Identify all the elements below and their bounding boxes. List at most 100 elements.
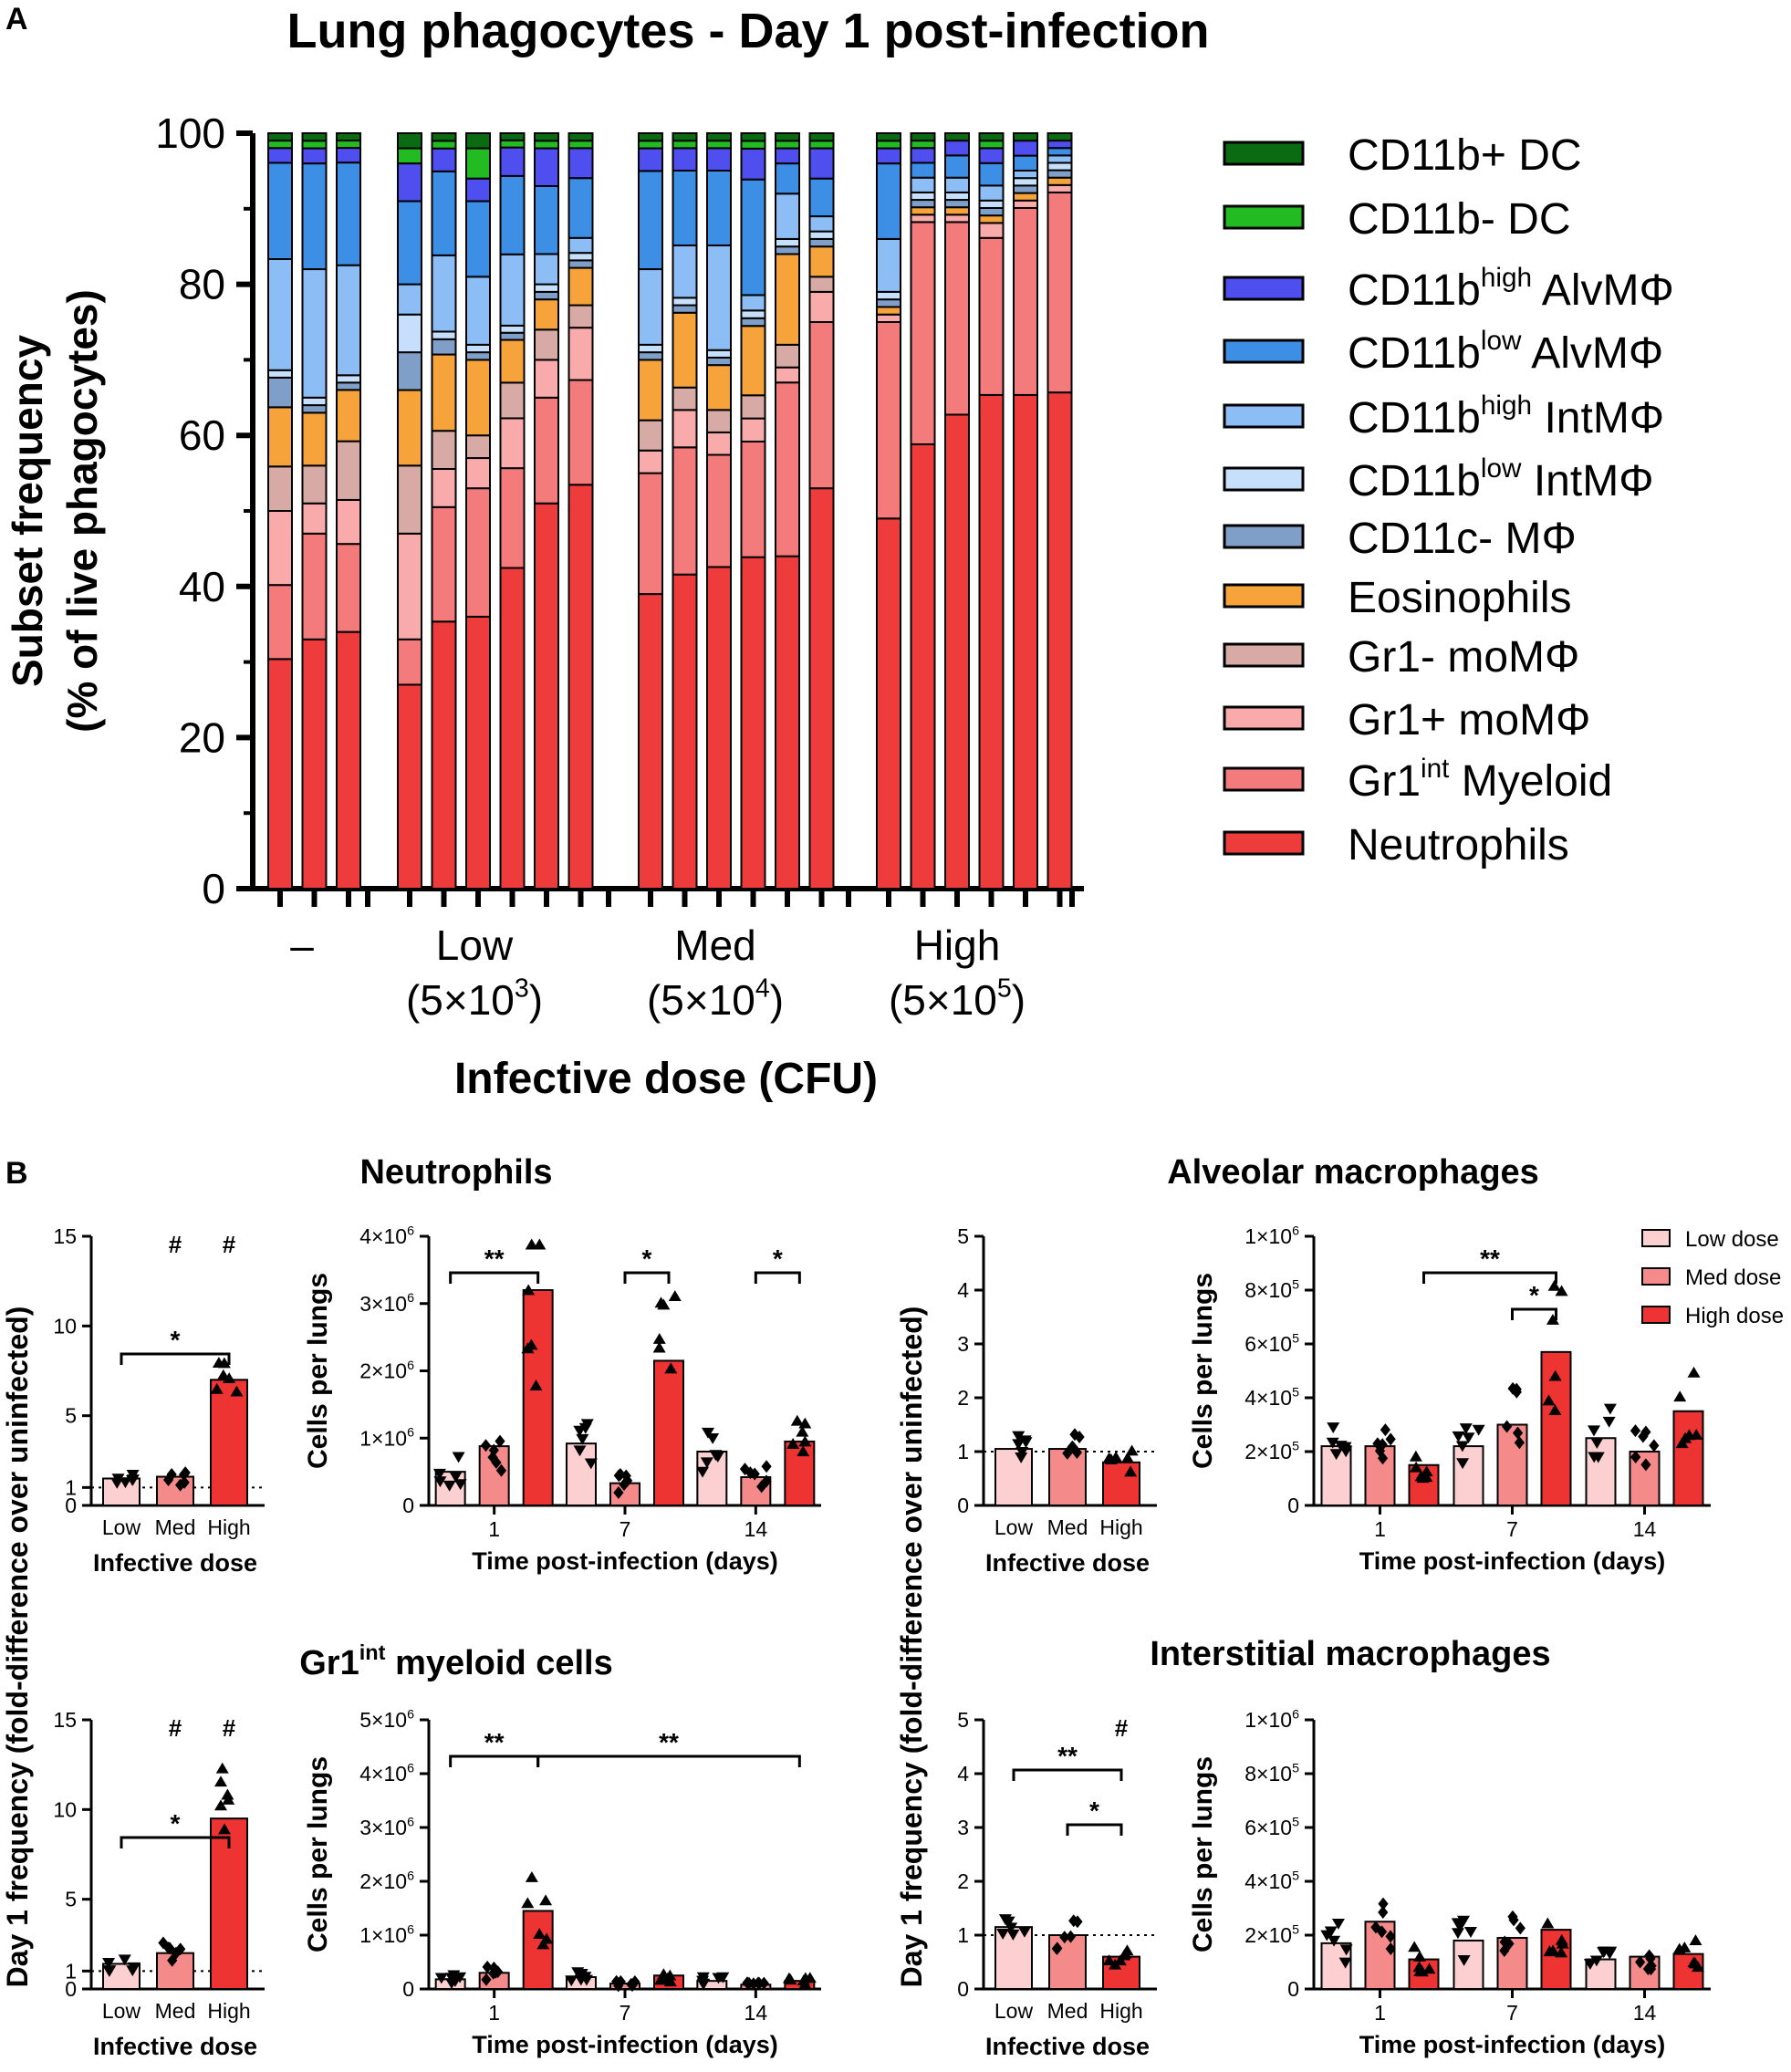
bar-segment: [336, 440, 361, 501]
data-point: [1511, 1385, 1522, 1399]
significance-bracket: [449, 1271, 540, 1284]
data-point: [126, 1470, 140, 1481]
text-superscript: 5: [1292, 1761, 1299, 1775]
data-point: [1059, 1931, 1070, 1944]
x-axis-title: Time post-infection (days): [472, 2031, 778, 2058]
bar-segment: [567, 177, 594, 239]
data-point: [803, 1972, 817, 1983]
bar-segment: [534, 147, 559, 187]
text-base: 1×10: [1244, 1224, 1292, 1248]
legend-swatch: [1223, 466, 1305, 492]
bar-segment: [499, 331, 526, 341]
text-base: 3×10: [359, 1292, 407, 1316]
data-point: [702, 1427, 715, 1439]
text-base: 2×10: [359, 1869, 407, 1893]
text-base: CD11b: [1348, 329, 1481, 378]
text-base: (5×10: [406, 976, 515, 1024]
legend-label: CD11b- DC: [1348, 195, 1571, 244]
data-point: [1588, 1452, 1601, 1463]
data-point: [1372, 1437, 1383, 1451]
stacked-bar: [336, 132, 361, 890]
bar-segment: [638, 419, 663, 452]
bar-segment: [465, 147, 491, 180]
bar-segment: [567, 266, 594, 307]
data-point: [495, 1463, 507, 1477]
x-group-label: –: [290, 921, 314, 969]
y-tick-label: 1: [957, 1923, 969, 1947]
text-superscript: 6: [407, 1707, 414, 1722]
y-tick-label: 0: [65, 1977, 77, 2001]
legend-swatch: [1223, 276, 1305, 301]
bar-segment: [876, 290, 901, 301]
x-tick-label: 14: [745, 1517, 768, 1541]
bar-segment: [775, 366, 800, 384]
panel-a-xlabel: Infective dose (CFU): [454, 1055, 878, 1103]
data-point: [1603, 1948, 1617, 1960]
significance-label: **: [1057, 1742, 1078, 1770]
y-tick-label: 0: [202, 865, 225, 912]
bar-segment: [1046, 191, 1073, 394]
data-point: [1380, 1423, 1390, 1437]
text-base: Alveolar macrophages: [1167, 1153, 1539, 1192]
bar-segment: [706, 364, 732, 411]
bar-segment: [397, 132, 422, 150]
data-point: [709, 1450, 723, 1462]
x-tick-label: 1: [488, 1517, 500, 1541]
data-point: [630, 1974, 640, 1988]
text-base: 8×10: [1244, 1762, 1292, 1786]
data-point: [1109, 1958, 1122, 1970]
y-tick-label: 5×106: [359, 1707, 414, 1732]
bar-segment: [740, 309, 766, 319]
text-superscript: int: [1421, 754, 1450, 784]
bar-segment: [499, 139, 526, 149]
data-point: [482, 1960, 493, 1973]
x-axis-title: Infective dose: [93, 2033, 257, 2060]
bar-segment: [672, 573, 698, 890]
data-point: [1630, 1450, 1641, 1463]
data-point: [449, 1472, 463, 1484]
hash-marker: #: [1115, 1714, 1129, 1742]
legend-swatch: [1223, 403, 1305, 429]
bar-segment: [876, 298, 901, 308]
bar-segment: [706, 147, 732, 172]
data-point: [1067, 1440, 1078, 1453]
data-point: [1324, 1926, 1338, 1938]
hash-marker: #: [169, 1231, 182, 1258]
data-point: [432, 1468, 446, 1480]
bar-segment: [465, 343, 491, 354]
bar-segment: [944, 413, 970, 890]
bar: [696, 1451, 728, 1506]
bar-segment: [465, 200, 491, 278]
bar-segment: [1013, 393, 1038, 890]
data-point: [1408, 1941, 1421, 1952]
bar-segment: [1013, 132, 1038, 142]
bar: [1672, 1410, 1704, 1506]
significance-label: **: [484, 1728, 505, 1756]
data-point: [756, 1480, 767, 1494]
bar-segment: [397, 351, 422, 391]
data-point: [111, 1473, 125, 1485]
text-base: 5×10: [359, 1708, 407, 1732]
bar-segment: [876, 140, 901, 150]
y-tick-label: 0: [402, 1494, 414, 1517]
data-point: [529, 1380, 543, 1390]
text-superscript: 5: [1292, 1331, 1299, 1346]
data-point: [1555, 1933, 1568, 1945]
bar-segment: [397, 313, 422, 354]
bar: [1048, 1934, 1087, 1990]
bar-segment: [1046, 140, 1073, 150]
text-base: 6×10: [1244, 1816, 1292, 1839]
bar-segment: [775, 162, 800, 195]
x-tick-label: 1: [488, 2001, 500, 2025]
data-point: [576, 1433, 589, 1445]
bar-segment: [336, 381, 361, 391]
bar-segment: [301, 140, 328, 150]
legend-label: High dose: [1685, 1304, 1784, 1328]
text-rest: ): [770, 976, 784, 1024]
bar: [696, 1980, 728, 1990]
data-point: [1548, 1404, 1562, 1415]
data-point: [210, 1382, 224, 1394]
bar-segment: [638, 449, 663, 474]
bar-segment: [910, 176, 936, 193]
